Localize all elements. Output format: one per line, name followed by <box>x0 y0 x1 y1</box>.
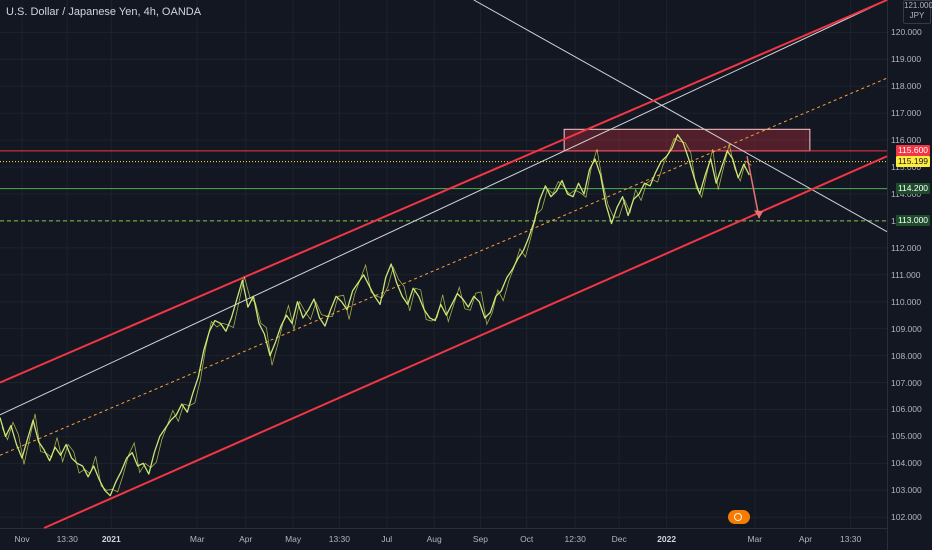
ascending-trendline <box>0 0 888 416</box>
y-tick-label: 106.000 <box>891 404 922 415</box>
price-level-label: 115.600 <box>896 145 930 157</box>
x-tick-label: Aug <box>426 534 442 544</box>
y-tick-label: 103.000 <box>891 485 922 496</box>
x-tick-label: Apr <box>798 534 813 544</box>
x-tick-label: 2022 <box>657 534 677 544</box>
x-tick-label: 13:30 <box>328 534 350 544</box>
chart-grid <box>0 0 888 550</box>
channel-midline <box>0 77 888 456</box>
x-tick-label: Oct <box>520 534 534 544</box>
y-tick-label: 118.000 <box>891 81 922 92</box>
price-level-label: 113.000 <box>896 215 930 227</box>
x-tick-label: 2021 <box>101 534 121 544</box>
price-level-label: 114.200 <box>896 183 930 195</box>
y-tick-label: 109.000 <box>891 323 922 334</box>
x-tick-label: Dec <box>611 534 627 544</box>
resistance-zone <box>563 128 811 152</box>
projection-arrow <box>746 156 760 219</box>
currency-badge-label: JPY <box>909 11 925 20</box>
x-tick-label: 13:30 <box>839 534 862 544</box>
y-tick-label: 102.000 <box>891 512 922 523</box>
plot-area <box>0 0 887 528</box>
y-tick-label: 104.000 <box>891 458 922 469</box>
price-line <box>0 134 750 497</box>
price-level-label: 115.199 <box>896 156 930 168</box>
y-tick-label: 110.000 <box>891 296 922 307</box>
x-tick-label: Sep <box>472 534 488 544</box>
x-tick-label: 13:30 <box>56 534 78 544</box>
x-tick-label: Apr <box>239 534 253 544</box>
currency-badge-top: 121.000 <box>904 1 932 10</box>
price-line-detail <box>1 137 752 493</box>
x-tick-label: May <box>285 534 302 544</box>
y-tick-label: 108.000 <box>891 350 922 361</box>
y-tick-label: 105.000 <box>891 431 922 442</box>
y-tick-label: 117.000 <box>891 108 922 119</box>
y-tick-label: 112.000 <box>891 242 922 253</box>
x-tick-label: Mar <box>747 534 763 544</box>
price-series <box>0 134 752 497</box>
currency-badge[interactable]: 121.000 JPY <box>903 0 932 24</box>
y-tick-label: 107.000 <box>891 377 922 388</box>
channel-upper-line <box>0 0 888 384</box>
chart-title: U.S. Dollar / Japanese Yen, 4h, OANDA <box>6 6 202 18</box>
x-tick-label: Nov <box>14 534 30 544</box>
y-tick-label: 120.000 <box>891 27 922 38</box>
x-tick-label: Jul <box>381 534 393 544</box>
chart-drawings <box>0 0 888 529</box>
tradingview-logo-icon[interactable] <box>728 510 750 524</box>
projection-arrowhead <box>754 210 764 219</box>
y-tick-label: 111.000 <box>891 269 921 280</box>
descending-trendline <box>473 0 888 233</box>
x-tick-label: 12:30 <box>564 534 586 544</box>
y-tick-label: 116.000 <box>891 135 922 146</box>
y-tick-label: 119.000 <box>891 54 922 65</box>
channel-lower-line <box>43 155 888 529</box>
y-tick-label: 115.000 <box>891 162 922 173</box>
x-tick-label: Mar <box>189 534 205 544</box>
